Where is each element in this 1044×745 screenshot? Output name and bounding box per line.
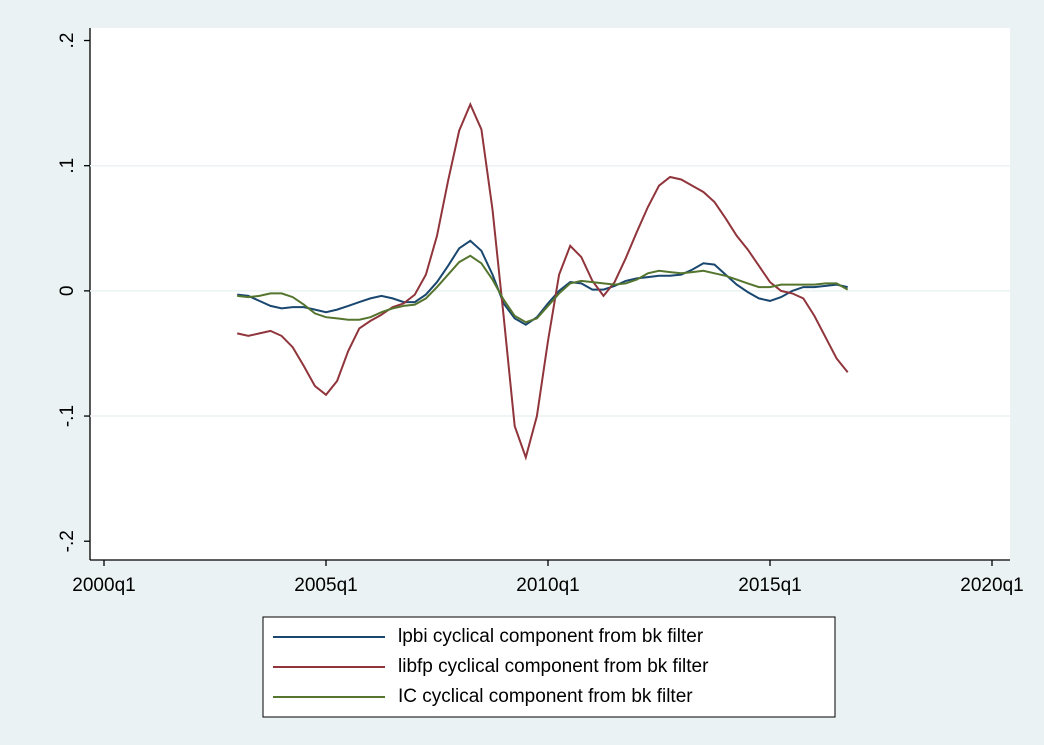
y-tick-label: .2 [57,33,78,49]
x-tick-label: 2010q1 [516,575,579,596]
series-line [237,254,849,324]
legend-label: lpbi cyclical component from bk filter [398,626,704,647]
legend-label: IC cyclical component from bk filter [398,686,693,707]
legend-label: libfp cyclical component from bk filter [398,656,709,677]
series-line [237,239,848,326]
x-tick-label: 2000q1 [72,575,135,596]
series-line [236,101,849,461]
y-tick-label: 0 [57,286,78,297]
plot-area [90,28,1010,560]
x-tick-label: 2005q1 [294,575,357,596]
x-tick-label: 2020q1 [960,575,1023,596]
y-tick-label: -.2 [57,530,78,552]
y-tick-label: .1 [57,158,78,174]
x-tick-label: 2015q1 [738,575,801,596]
y-tick-label: -.1 [57,405,78,427]
